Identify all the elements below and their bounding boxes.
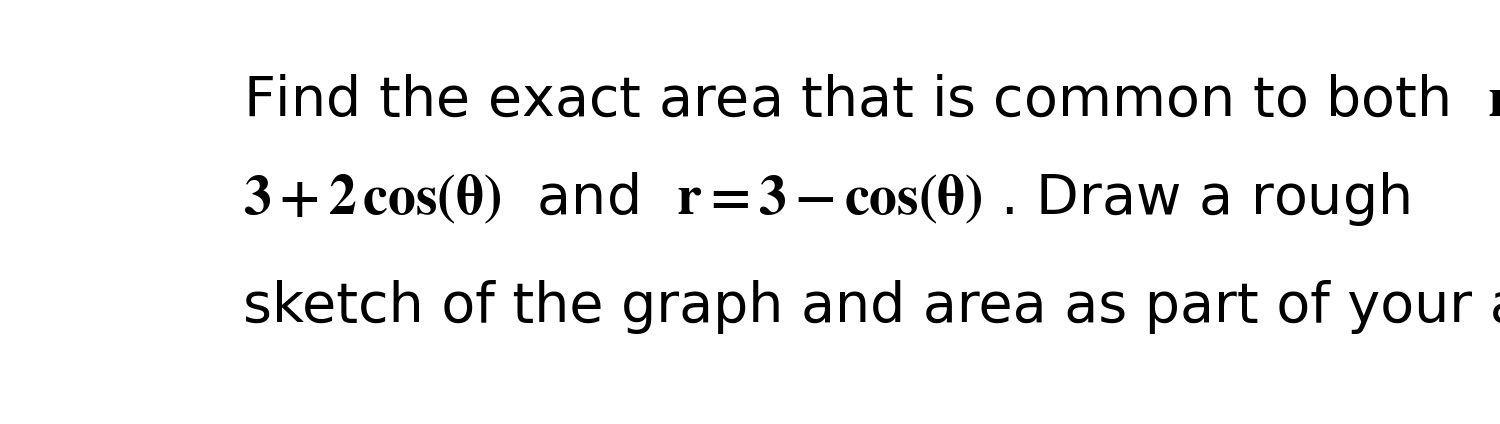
Text: sketch of the graph and area as part of your answer.: sketch of the graph and area as part of … [243,280,1500,334]
Text: Find the exact area that is common to both  $\mathbf{r =}$: Find the exact area that is common to bo… [243,74,1500,128]
Text: $\mathbf{3 + 2\,cos(\theta)}$  and  $\mathbf{r = 3 - cos(\theta)}$ . Draw a roug: $\mathbf{3 + 2\,cos(\theta)}$ and $\math… [243,170,1410,228]
